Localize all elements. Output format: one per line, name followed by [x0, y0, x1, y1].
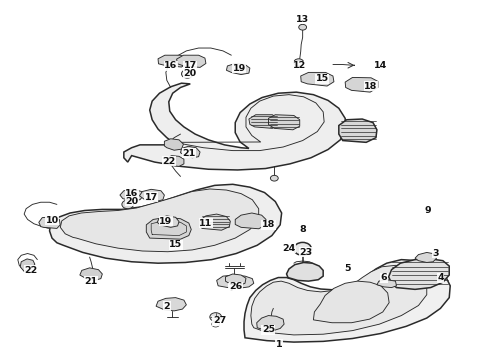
Text: 19: 19 [159, 217, 172, 226]
Text: 10: 10 [46, 216, 59, 225]
Polygon shape [124, 83, 345, 170]
Polygon shape [415, 252, 437, 262]
Text: 20: 20 [125, 197, 138, 206]
Polygon shape [287, 262, 323, 281]
Polygon shape [166, 156, 184, 166]
Text: 26: 26 [230, 282, 243, 291]
Text: 4: 4 [437, 273, 444, 282]
Polygon shape [120, 189, 144, 201]
Circle shape [294, 242, 312, 255]
Text: 18: 18 [365, 82, 378, 91]
Polygon shape [158, 55, 187, 67]
Polygon shape [339, 119, 377, 142]
Circle shape [299, 24, 307, 30]
Polygon shape [164, 139, 183, 150]
Text: 23: 23 [299, 248, 313, 257]
Polygon shape [180, 146, 200, 158]
Polygon shape [20, 259, 35, 271]
Circle shape [210, 313, 221, 321]
Polygon shape [39, 217, 60, 228]
Polygon shape [176, 55, 206, 67]
Polygon shape [257, 316, 284, 330]
Polygon shape [157, 216, 179, 227]
Text: 11: 11 [199, 219, 213, 228]
Text: 18: 18 [262, 220, 275, 229]
Polygon shape [225, 274, 246, 285]
Text: 16: 16 [125, 189, 138, 198]
Polygon shape [244, 260, 450, 342]
Circle shape [181, 69, 193, 78]
Polygon shape [140, 189, 164, 202]
Text: 20: 20 [184, 69, 197, 78]
Polygon shape [49, 184, 282, 263]
Text: 14: 14 [374, 62, 388, 71]
Polygon shape [269, 115, 300, 130]
Circle shape [294, 59, 304, 66]
Text: 13: 13 [296, 15, 309, 24]
Polygon shape [345, 77, 378, 92]
Circle shape [122, 200, 134, 209]
Polygon shape [314, 281, 389, 323]
Text: 7: 7 [228, 284, 235, 293]
Text: 9: 9 [424, 206, 431, 215]
Text: 6: 6 [380, 273, 387, 282]
Polygon shape [80, 268, 102, 280]
Text: 15: 15 [316, 75, 329, 84]
Text: 17: 17 [145, 193, 158, 202]
Text: 25: 25 [262, 325, 275, 334]
Text: 24: 24 [282, 244, 295, 253]
Polygon shape [147, 217, 191, 239]
Polygon shape [377, 280, 396, 288]
Polygon shape [301, 72, 334, 86]
Text: 1: 1 [276, 340, 283, 349]
Text: 16: 16 [164, 62, 177, 71]
Text: 22: 22 [24, 266, 38, 275]
Text: 17: 17 [184, 62, 197, 71]
Polygon shape [226, 63, 250, 75]
Text: 2: 2 [164, 302, 170, 311]
Text: 21: 21 [84, 276, 98, 285]
Polygon shape [200, 214, 230, 230]
Polygon shape [249, 115, 278, 129]
Text: 21: 21 [182, 149, 196, 158]
Polygon shape [156, 298, 186, 311]
Text: 19: 19 [233, 64, 246, 73]
Polygon shape [235, 213, 266, 229]
Polygon shape [251, 265, 427, 335]
Text: 27: 27 [213, 316, 226, 325]
Text: 8: 8 [299, 225, 306, 234]
Polygon shape [217, 275, 254, 288]
Circle shape [212, 321, 220, 327]
Circle shape [270, 175, 278, 181]
Text: 12: 12 [293, 62, 306, 71]
Text: 15: 15 [169, 240, 182, 249]
Text: 3: 3 [432, 249, 439, 258]
Polygon shape [60, 189, 259, 252]
Text: 5: 5 [344, 265, 351, 274]
Polygon shape [389, 259, 449, 289]
Text: 22: 22 [163, 157, 176, 166]
